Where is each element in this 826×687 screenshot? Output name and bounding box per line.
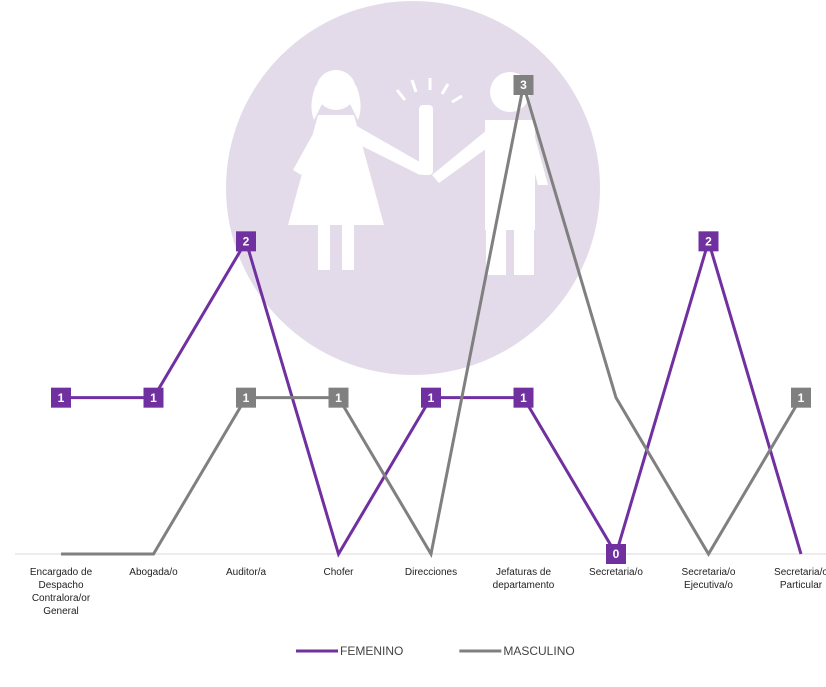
label-box — [513, 75, 534, 95]
data-label: 1 — [328, 387, 349, 408]
label-text: 1 — [243, 391, 250, 405]
watermark — [226, 1, 600, 375]
label-text: 2 — [243, 235, 250, 249]
data-label: 2 — [236, 231, 256, 252]
label-box — [698, 231, 719, 252]
label-box — [236, 231, 256, 252]
legend-label: FEMENINO — [340, 644, 403, 658]
data-label: 2 — [698, 231, 719, 252]
label-box — [143, 387, 164, 408]
x-tick-label: Jefaturas de departamento — [493, 567, 555, 591]
label-box — [513, 387, 534, 408]
data-label: 1 — [791, 387, 811, 408]
legend-label: MASCULINO — [503, 644, 574, 658]
x-tick-label: Chofer — [323, 567, 354, 578]
x-tick-label: Encargado de Despacho Contralora/or General — [30, 567, 93, 617]
data-label: 0 — [606, 544, 626, 564]
label-box — [236, 387, 256, 408]
label-box — [328, 387, 349, 408]
label-text: 1 — [798, 391, 805, 405]
data-label: 1 — [421, 387, 441, 408]
series-line — [61, 84, 803, 559]
label-box — [421, 387, 441, 408]
label-box — [51, 387, 71, 408]
label-text: 1 — [150, 391, 157, 405]
x-tick-label: Abogada/o — [129, 567, 178, 578]
x-tick-label: Secretaria/o Ejecutiva/o — [682, 567, 736, 591]
label-text: 1 — [58, 391, 65, 405]
label-text: 2 — [705, 235, 712, 249]
label-text: 1 — [428, 391, 435, 405]
x-tick-label: Secretaria/o — [589, 567, 643, 578]
x-tick-label: Secretaria/o Particular — [774, 567, 826, 591]
data-label: 1 — [513, 387, 534, 408]
data-label: 1 — [51, 387, 71, 408]
label-box — [791, 387, 811, 408]
label-text: 1 — [520, 391, 527, 405]
label-text: 1 — [335, 391, 342, 405]
data-label: 1 — [236, 387, 256, 408]
data-label: 1 — [143, 387, 164, 408]
x-tick-label: Auditor/a — [226, 567, 266, 578]
x-tick-label: Direcciones — [405, 567, 457, 578]
data-label: 3 — [513, 75, 534, 95]
label-box — [606, 544, 626, 564]
label-text: 3 — [520, 78, 527, 92]
label-text: 0 — [613, 547, 620, 561]
